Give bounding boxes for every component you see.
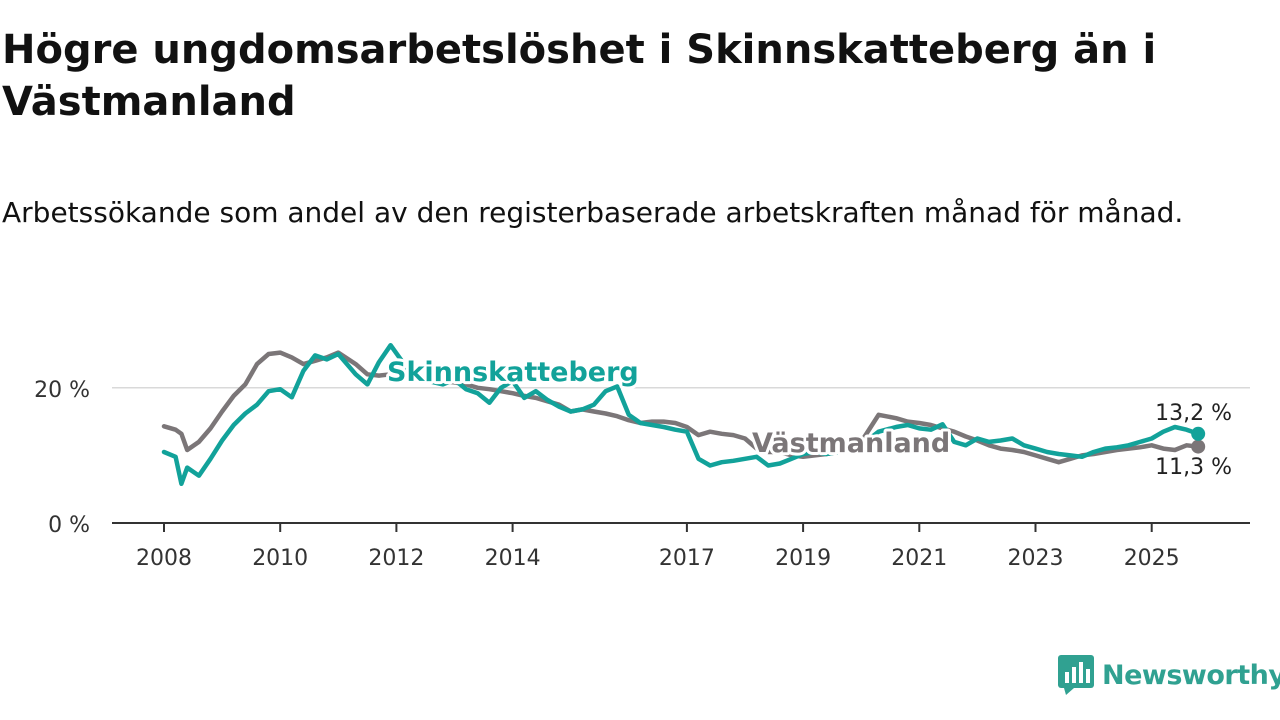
end-point-vastmanland	[1191, 439, 1206, 454]
last-value-skinnskatteberg: 13,2 %	[1155, 401, 1232, 426]
x-tick-label: 2008	[136, 546, 192, 571]
end-point-skinnskatteberg	[1191, 426, 1206, 441]
x-tick-label: 2010	[252, 546, 308, 571]
chart-title: Högre ungdomsarbetslöshet i Skinnskatteb…	[2, 27, 1157, 125]
grid-layer: 0 % 20 % 2008 2010 2012 2014 2017 2019 2021 2023 2…	[34, 378, 1250, 571]
series-layer	[161, 342, 1206, 487]
y-tick-label: 0 %	[48, 513, 90, 538]
x-tick-label: 2017	[659, 546, 715, 571]
bar-chart-logo-icon	[1058, 655, 1094, 695]
x-tick-label: 2014	[485, 546, 541, 571]
x-tick-label: 2012	[368, 546, 424, 571]
x-tick-label: 2019	[775, 546, 831, 571]
brand-name: Newsworthy	[1102, 659, 1280, 691]
chart-subtitle: Arbetssökande som andel av den registerb…	[2, 196, 1184, 229]
series-label-skinnskatteberg: Skinnskatteberg	[387, 357, 639, 388]
series-line-vastmanland	[161, 350, 1201, 465]
x-tick-label: 2025	[1124, 546, 1180, 571]
brand-logo: Newsworthy	[1058, 654, 1280, 696]
x-tick-label: 2023	[1008, 546, 1064, 571]
last-value-vastmanland: 11,3 %	[1155, 455, 1232, 480]
line-chart: 0 % 20 % 2008 2010 2012 2014 2017 2019 2021 2023 2…	[34, 342, 1250, 571]
label-layer: Skinnskatteberg Västmanland 13,2 % 11,3 %	[384, 354, 1235, 483]
y-tick-label: 20 %	[34, 378, 90, 403]
series-label-vastmanland: Västmanland	[752, 428, 950, 459]
series-line-skinnskatteberg	[161, 342, 1201, 487]
x-tick-label: 2021	[891, 546, 947, 571]
